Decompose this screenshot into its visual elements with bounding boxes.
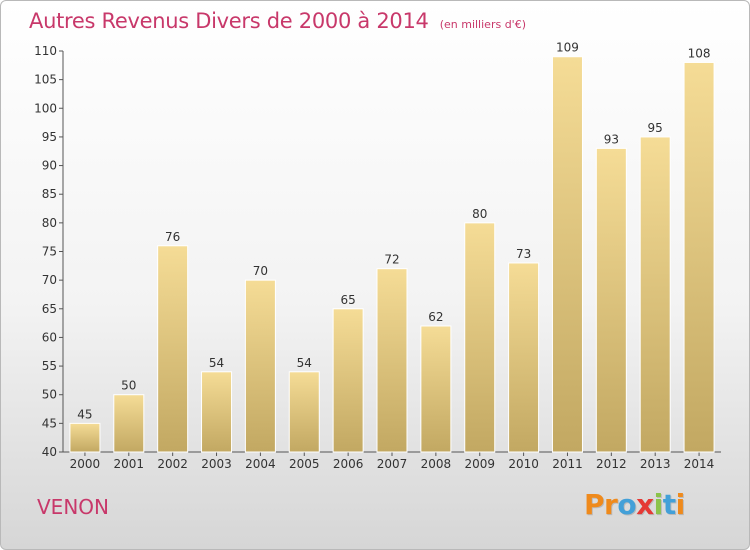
chart-title: Autres Revenus Divers de 2000 à 2014 — [29, 9, 429, 33]
logo-letter: x — [636, 488, 654, 521]
axes: 40 45 50 55 60 65 70 75 80 85 90 95 100 105 110 2000 200… — [34, 44, 721, 471]
bar-2008 — [420, 325, 452, 453]
x-tick-label-2000: 2000 — [70, 457, 101, 471]
x-tick-label-2011: 2011 — [552, 457, 583, 471]
y-tick-label: 40 — [42, 445, 57, 459]
data-label-2004: 70 — [253, 264, 268, 278]
x-tick-label-2005: 2005 — [289, 457, 320, 471]
bar-2002 — [157, 245, 189, 453]
y-tick-label: 70 — [42, 273, 57, 287]
data-label-2001: 50 — [121, 379, 136, 393]
bar-2005 — [288, 371, 320, 453]
x-tick-label-2008: 2008 — [421, 457, 452, 471]
bar-2010 — [508, 262, 540, 453]
chart-subtitle: (en milliers d'€) — [439, 18, 526, 31]
data-label-2006: 65 — [340, 293, 355, 307]
logo-letter: o — [617, 488, 637, 521]
commune-name: VENON — [37, 495, 109, 519]
y-tick-label: 100 — [34, 101, 57, 115]
y-tick-label: 80 — [42, 216, 57, 230]
bar-2014 — [683, 61, 715, 453]
data-label-2007: 72 — [384, 253, 399, 267]
x-tick-label-2013: 2013 — [640, 457, 671, 471]
y-tick-label: 105 — [34, 73, 57, 87]
x-tick-label-2003: 2003 — [201, 457, 232, 471]
data-label-2013: 95 — [648, 121, 663, 135]
proxiti-logo: Proxiti — [584, 488, 685, 521]
bar-2004 — [244, 279, 276, 453]
y-tick-label: 85 — [42, 187, 57, 201]
bar-2000 — [69, 422, 101, 453]
logo-letter: P — [584, 488, 605, 521]
x-tick-label-2014: 2014 — [684, 457, 715, 471]
bar-2009 — [464, 222, 496, 453]
y-tick-label: 55 — [42, 359, 57, 373]
y-tick-label: 65 — [42, 302, 57, 316]
data-label-2005: 54 — [297, 356, 312, 370]
x-tick-label-2004: 2004 — [245, 457, 276, 471]
x-tick-label-2010: 2010 — [508, 457, 539, 471]
y-tick-label: 50 — [42, 388, 57, 402]
data-label-2002: 76 — [165, 230, 180, 244]
data-label-2003: 54 — [209, 356, 224, 370]
data-label-2010: 73 — [516, 247, 531, 261]
title-row: Autres Revenus Divers de 2000 à 2014 (en… — [29, 9, 526, 33]
data-label-2000: 45 — [77, 407, 92, 421]
x-tick-label-2001: 2001 — [114, 457, 145, 471]
data-label-2008: 62 — [428, 310, 443, 324]
x-tick-label-2009: 2009 — [464, 457, 495, 471]
y-tick-label: 90 — [42, 159, 57, 173]
data-label-2011: 109 — [556, 41, 579, 55]
x-tick-label-2006: 2006 — [333, 457, 364, 471]
bar-2011 — [551, 56, 583, 453]
bar-2001 — [113, 394, 145, 453]
y-tick-label: 95 — [42, 130, 57, 144]
data-label-2014: 108 — [688, 46, 711, 60]
y-tick-label: 45 — [42, 416, 57, 430]
logo-letter: t — [662, 488, 676, 521]
data-label-2012: 93 — [604, 132, 619, 146]
logo-letter: i — [675, 488, 686, 521]
data-labels: 45 50 76 54 70 54 65 72 62 80 73 109 93 95 108 — [77, 41, 710, 422]
logo-letter: r — [604, 488, 618, 521]
bar-2012 — [595, 147, 627, 453]
bar-2006 — [332, 308, 364, 453]
bars — [69, 56, 715, 453]
x-tick-label-2007: 2007 — [377, 457, 408, 471]
y-tick-label: 110 — [34, 44, 57, 58]
y-tick-label: 60 — [42, 330, 57, 344]
x-tick-label-2012: 2012 — [596, 457, 627, 471]
bar-2003 — [201, 371, 233, 453]
y-tick-label: 75 — [42, 245, 57, 259]
bar-2007 — [376, 268, 408, 453]
data-label-2009: 80 — [472, 207, 487, 221]
bar-2013 — [639, 136, 671, 453]
x-tick-label-2002: 2002 — [157, 457, 188, 471]
logo-letter: i — [653, 488, 664, 521]
